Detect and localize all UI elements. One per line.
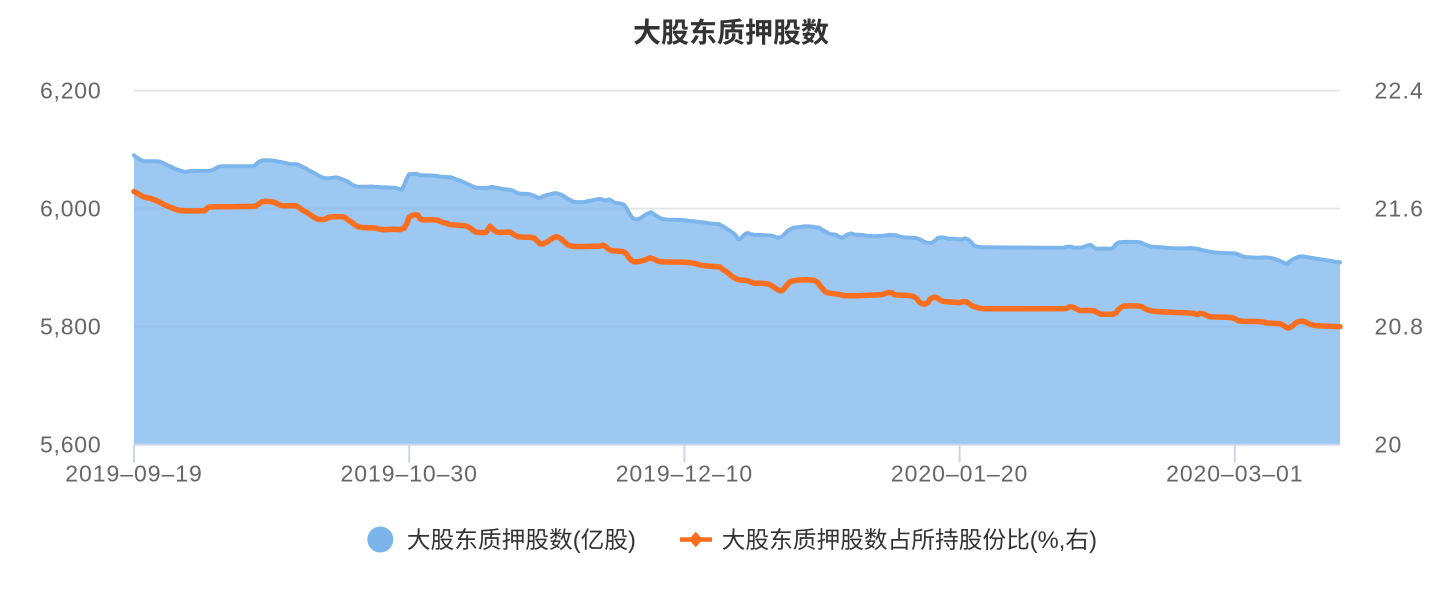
svg-text:20.8: 20.8 — [1375, 314, 1425, 340]
svg-text:(: ( — [573, 528, 581, 554]
svg-text:5,600: 5,600 — [40, 432, 102, 458]
svg-text:2020–03–01: 2020–03–01 — [1166, 461, 1303, 487]
svg-text:22.4: 22.4 — [1375, 78, 1425, 104]
svg-text:2019–12–10: 2019–12–10 — [616, 461, 753, 487]
svg-text:2019–10–30: 2019–10–30 — [340, 461, 477, 487]
svg-text:6,000: 6,000 — [40, 196, 102, 222]
svg-text:6,200: 6,200 — [40, 78, 102, 104]
svg-text:2020–01–20: 2020–01–20 — [891, 461, 1028, 487]
svg-text:): ) — [1089, 528, 1097, 554]
svg-text:): ) — [628, 528, 636, 554]
svg-text:20: 20 — [1375, 432, 1403, 458]
svg-text:(%,: (%, — [1030, 528, 1066, 554]
svg-text:5,800: 5,800 — [40, 314, 102, 340]
svg-text:2019–09–19: 2019–09–19 — [65, 461, 202, 487]
svg-text:21.6: 21.6 — [1375, 196, 1425, 222]
